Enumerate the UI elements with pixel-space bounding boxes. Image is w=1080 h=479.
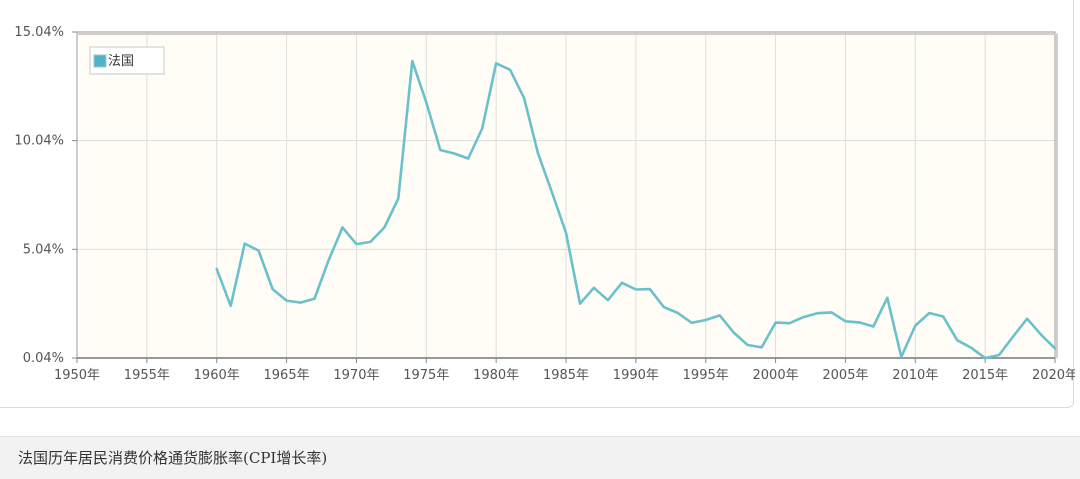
series-layer xyxy=(215,59,1057,360)
legend-swatch xyxy=(93,54,107,68)
chart-caption-bar: 法国历年居民消费价格通货膨胀率(CPI增长率) xyxy=(0,436,1080,479)
x-tick-label: 1975年 xyxy=(403,368,449,383)
x-tick-label: 1980年 xyxy=(473,368,519,383)
series-line-法国 xyxy=(215,59,1057,360)
y-axis-ticks: 0.04% 5.04% 10.04% 15.04% xyxy=(14,25,77,366)
x-tick-label: 1955年 xyxy=(124,368,170,383)
x-tick-label: 1960年 xyxy=(194,368,240,383)
chart-caption: 法国历年居民消费价格通货膨胀率(CPI增长率) xyxy=(18,449,328,467)
x-tick-label: 2000年 xyxy=(753,368,799,383)
x-tick-label: 1995年 xyxy=(683,368,729,383)
y-tick-label: 5.04% xyxy=(23,242,64,257)
x-tick-label: 1950年 xyxy=(54,368,100,383)
y-tick-label: 0.04% xyxy=(23,351,64,366)
x-tick-label: 1965年 xyxy=(264,368,310,383)
x-tick-label: 2020年 xyxy=(1032,368,1075,383)
y-tick-label: 10.04% xyxy=(14,134,64,149)
x-tick-label: 1985年 xyxy=(543,368,589,383)
cpi-line-chart: 1950年 1955年 1960年 1965年 1970年 1975年 1980年 1985年… xyxy=(14,25,1075,383)
x-tick-label: 2010年 xyxy=(892,368,938,383)
x-tick-label: 2015年 xyxy=(962,368,1008,383)
x-axis-ticks: 1950年 1955年 1960年 1965年 1970年 1975年 1980年 1985年… xyxy=(54,358,1075,383)
y-tick-label: 15.04% xyxy=(14,25,64,40)
x-tick-label: 1990年 xyxy=(613,368,659,383)
legend[interactable]: 法国 xyxy=(89,46,165,75)
legend-label: 法国 xyxy=(108,54,134,69)
chart-card: 1950年 1955年 1960年 1965年 1970年 1975年 1980年 1985年… xyxy=(0,0,1075,408)
x-tick-label: 1970年 xyxy=(333,368,379,383)
x-tick-label: 2005年 xyxy=(822,368,868,383)
